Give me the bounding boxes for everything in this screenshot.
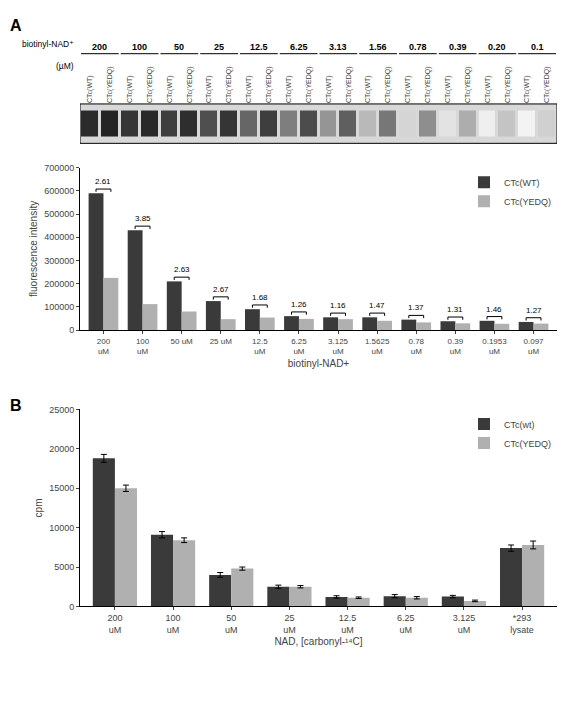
svg-text:0.78: 0.78 [409,42,427,52]
svg-text:600000: 600000 [44,186,74,196]
svg-text:6.25: 6.25 [290,42,308,52]
svg-text:100uM: 100uM [166,613,181,635]
svg-text:0.1: 0.1 [531,42,544,52]
svg-text:2.67: 2.67 [213,285,229,294]
svg-text:biotinyl-NAD⁺: biotinyl-NAD⁺ [22,39,74,49]
svg-text:B: B [10,397,22,414]
svg-text:*293lysate: *293lysate [510,613,534,635]
svg-text:CTc(WT): CTc(WT) [444,75,452,103]
svg-text:0: 0 [69,602,74,612]
svg-text:200uM: 200uM [97,337,111,356]
svg-text:CTc(YEDQ): CTc(YEDQ) [106,66,114,103]
svg-text:2.61: 2.61 [95,177,111,186]
svg-text:CTc(YEDQ): CTc(YEDQ) [504,66,512,103]
svg-text:400000: 400000 [44,232,74,242]
svg-text:CTc(YEDQ): CTc(YEDQ) [265,66,273,103]
svg-text:A: A [10,17,22,34]
svg-text:CTc(YEDQ): CTc(YEDQ) [504,439,551,449]
svg-text:CTc(YEDQ): CTc(YEDQ) [345,66,353,103]
svg-text:25 uM: 25 uM [210,337,233,346]
svg-text:100uM: 100uM [136,337,150,356]
svg-text:20000: 20000 [49,444,74,454]
svg-text:biotinyl-NAD+: biotinyl-NAD+ [288,358,350,369]
svg-text:3.85: 3.85 [135,214,151,223]
svg-text:CTc(WT): CTc(WT) [166,75,174,103]
svg-text:12.5uM: 12.5uM [339,613,357,635]
svg-text:3.125uM: 3.125uM [328,337,349,356]
svg-text:12.5uM: 12.5uM [252,337,268,356]
svg-text:3.125uM: 3.125uM [453,613,476,635]
svg-text:CTc(WT): CTc(WT) [126,75,134,103]
svg-text:10000: 10000 [49,523,74,533]
svg-text:200: 200 [92,42,107,52]
svg-text:300000: 300000 [44,256,74,266]
svg-text:CTc(YEDQ): CTc(YEDQ) [424,66,432,103]
svg-text:0.39: 0.39 [449,42,467,52]
svg-text:0.39uM: 0.39uM [448,337,464,356]
svg-text:1.31: 1.31 [447,305,463,314]
svg-text:1.68: 1.68 [252,293,268,302]
svg-text:15000: 15000 [49,483,74,493]
svg-text:NAD, [carbonyl-¹⁴C]: NAD, [carbonyl-¹⁴C] [274,636,362,647]
svg-text:CTc(WT): CTc(WT) [205,75,213,103]
svg-text:6.25uM: 6.25uM [397,613,415,635]
svg-text:1.46: 1.46 [486,305,502,314]
svg-text:CTc(WT): CTc(WT) [325,75,333,103]
svg-text:25uM: 25uM [283,613,296,635]
svg-text:25000: 25000 [49,405,74,415]
svg-text:100000: 100000 [44,302,74,312]
svg-text:2.63: 2.63 [174,265,190,274]
svg-text:700000: 700000 [44,163,74,173]
svg-text:200000: 200000 [44,279,74,289]
svg-text:50 uM: 50 uM [171,337,194,346]
svg-text:50: 50 [174,42,184,52]
svg-text:CTc(WT): CTc(WT) [404,75,412,103]
svg-text:CTc(wt): CTc(wt) [504,420,535,430]
svg-text:3.13: 3.13 [329,42,347,52]
svg-text:500000: 500000 [44,209,74,219]
svg-text:CTc(WT): CTc(WT) [523,75,531,103]
svg-text:CTc(YEDQ): CTc(YEDQ) [543,66,551,103]
svg-text:0.097uM: 0.097uM [524,337,545,356]
svg-text:100: 100 [132,42,147,52]
svg-text:CTc(WT): CTc(WT) [285,75,293,103]
svg-text:CTc(WT): CTc(WT) [504,178,540,188]
svg-text:1.27: 1.27 [526,306,542,315]
svg-text:CTc(YEDQ): CTc(YEDQ) [464,66,472,103]
svg-text:CTc(YEDQ): CTc(YEDQ) [384,66,392,103]
svg-text:12.5: 12.5 [250,42,268,52]
svg-text:cpm: cpm [33,499,44,518]
svg-text:25: 25 [214,42,224,52]
svg-text:1.47: 1.47 [369,301,385,310]
svg-text:1.26: 1.26 [291,300,307,309]
svg-text:CTc(YEDQ): CTc(YEDQ) [305,66,313,103]
svg-text:6.25uM: 6.25uM [291,337,307,356]
svg-text:1.16: 1.16 [330,301,346,310]
svg-text:(µM): (µM) [56,61,74,71]
svg-text:0.20: 0.20 [488,42,506,52]
svg-text:0.1953uM: 0.1953uM [482,337,507,356]
svg-text:0: 0 [69,325,74,335]
svg-text:1.5625uM: 1.5625uM [365,337,390,356]
svg-text:5000: 5000 [54,562,74,572]
svg-text:200uM: 200uM [107,613,122,635]
svg-text:CTc(WT): CTc(WT) [364,75,372,103]
svg-text:50uM: 50uM [225,613,238,635]
svg-text:CTc(WT): CTc(WT) [484,75,492,103]
svg-text:CTc(YEDQ): CTc(YEDQ) [504,197,551,207]
svg-text:fluorescence intensity: fluorescence intensity [28,201,39,297]
svg-text:1.37: 1.37 [408,303,424,312]
svg-text:1.56: 1.56 [369,42,387,52]
svg-text:0.78uM: 0.78uM [408,337,424,356]
svg-text:CTc(WT): CTc(WT) [245,75,253,103]
svg-text:CTc(WT): CTc(WT) [86,75,94,103]
svg-text:CTc(YEDQ): CTc(YEDQ) [186,66,194,103]
svg-text:CTc(YEDQ): CTc(YEDQ) [225,66,233,103]
svg-text:CTc(YEDQ): CTc(YEDQ) [146,66,154,103]
